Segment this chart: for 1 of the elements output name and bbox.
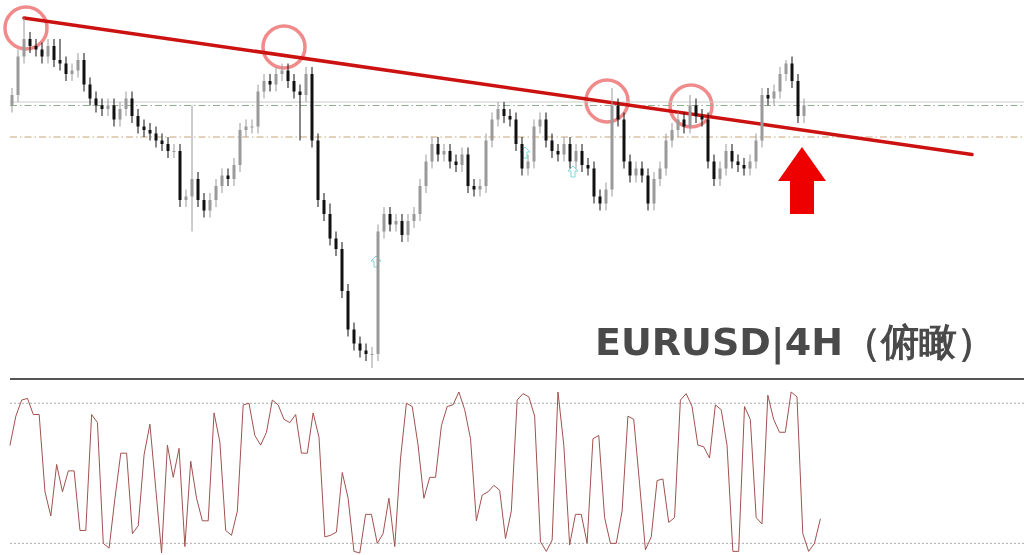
text: EURUSD|4H（俯瞰）: [595, 320, 995, 365]
